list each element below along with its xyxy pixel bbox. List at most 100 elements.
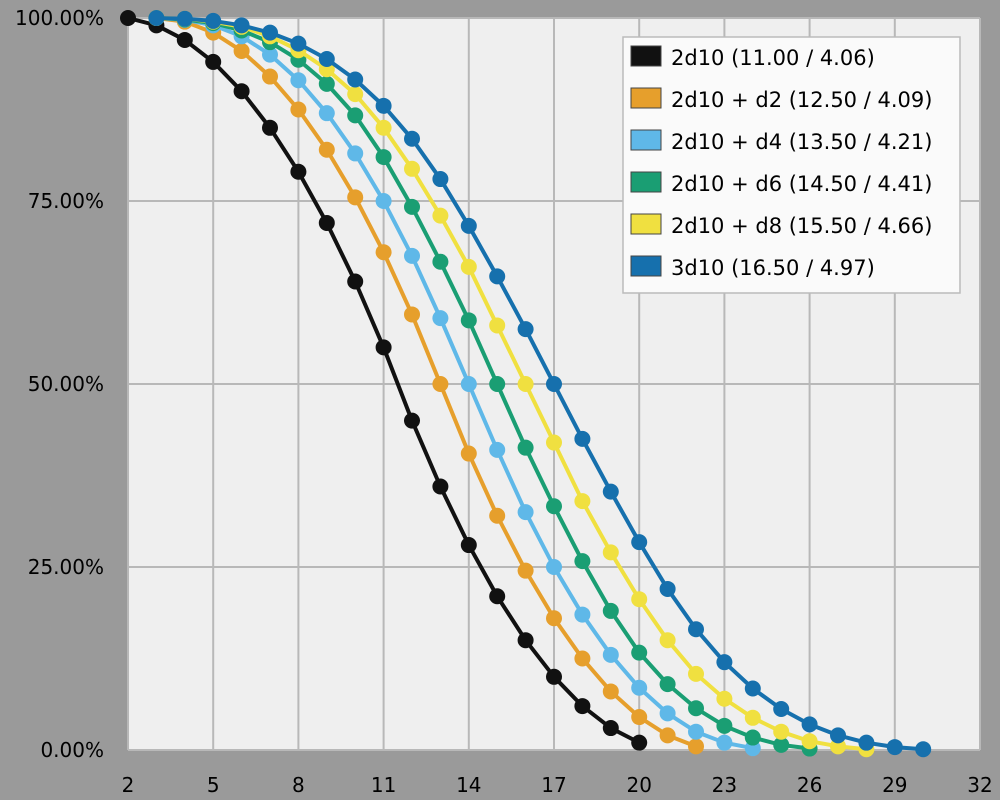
data-point (460, 445, 477, 462)
data-point (318, 141, 335, 158)
data-point (262, 46, 278, 63)
data-point (432, 253, 449, 270)
data-point (375, 119, 392, 136)
data-point (546, 668, 562, 685)
data-point (176, 31, 193, 48)
data-point (432, 310, 449, 327)
legend: 2d10 (11.00 / 4.06) 2d10 + d2 (12.50 / 4.… (622, 36, 961, 294)
data-point (404, 130, 420, 147)
data-point (574, 430, 591, 447)
data-point (404, 247, 420, 264)
data-point (659, 632, 676, 649)
data-point (489, 376, 506, 392)
data-point (602, 646, 619, 663)
data-point (744, 729, 761, 746)
data-point (375, 193, 392, 209)
data-point (318, 214, 335, 231)
data-point (602, 720, 619, 737)
data-point (546, 610, 562, 627)
data-point (262, 24, 278, 41)
y-tick-label: 100.00% (15, 6, 104, 30)
data-point (489, 441, 506, 458)
data-point (347, 71, 364, 88)
data-point (546, 376, 562, 392)
data-point (432, 171, 449, 188)
data-point (120, 10, 136, 26)
data-point (716, 717, 733, 734)
legend-swatch (630, 87, 662, 109)
data-point (489, 588, 506, 605)
x-tick-label: 29 (882, 773, 907, 797)
data-point (688, 665, 704, 682)
data-point (574, 553, 591, 570)
data-point (602, 602, 619, 619)
data-point (574, 698, 591, 715)
data-point (404, 306, 420, 323)
data-point (830, 738, 846, 755)
x-tick-label: 14 (456, 773, 481, 797)
legend-label: 2d10 + d2 (12.50 / 4.09) (671, 88, 932, 112)
data-point (460, 217, 477, 234)
data-point (375, 244, 392, 261)
data-point (688, 621, 704, 638)
data-point (262, 119, 278, 136)
data-point (233, 17, 250, 34)
data-point (517, 632, 534, 649)
data-point (716, 734, 733, 751)
data-point (404, 160, 420, 177)
data-point (546, 559, 562, 575)
data-point (375, 97, 392, 114)
data-point (688, 738, 704, 755)
data-point (290, 72, 307, 89)
data-point (432, 207, 449, 224)
series-line (156, 16, 924, 752)
legend-swatch (630, 171, 662, 193)
data-point (460, 376, 477, 392)
data-point (631, 644, 648, 661)
y-axis-tick-labels: 0.00% 25.00% 50.00% 75.00% 100.00% (15, 6, 104, 762)
y-tick-label: 25.00% (28, 555, 104, 579)
x-axis-tick-labels: 2 5 8 11 14 17 20 23 26 29 32 (122, 773, 993, 797)
data-point (773, 723, 790, 740)
data-point (631, 709, 648, 726)
legend-swatch (630, 213, 662, 235)
legend-swatch (630, 255, 662, 277)
data-point (318, 50, 335, 67)
x-tick-label: 8 (292, 773, 305, 797)
data-point (347, 107, 364, 124)
data-point (318, 75, 335, 92)
data-point (517, 562, 534, 579)
data-point (517, 321, 534, 338)
data-point (659, 676, 676, 693)
data-point (347, 273, 364, 290)
data-point (602, 483, 619, 500)
series-6 (148, 10, 932, 758)
data-point (290, 163, 307, 180)
data-point (375, 149, 392, 166)
data-point (744, 709, 761, 726)
data-point (517, 439, 534, 456)
data-point (460, 312, 477, 329)
data-point (148, 10, 165, 26)
data-point (404, 198, 420, 215)
data-point (830, 727, 846, 744)
data-point (262, 68, 278, 85)
legend-label: 2d10 + d8 (15.50 / 4.66) (671, 214, 932, 238)
data-point (602, 544, 619, 561)
x-tick-label: 26 (797, 773, 822, 797)
data-point (290, 35, 307, 52)
data-point (744, 680, 761, 697)
data-point (489, 317, 506, 334)
data-point (290, 101, 307, 118)
data-point (233, 42, 250, 59)
data-point (489, 507, 506, 524)
data-point (546, 498, 562, 515)
data-point (688, 700, 704, 717)
x-tick-label: 32 (967, 773, 992, 797)
legend-swatch (630, 129, 662, 151)
x-tick-label: 5 (207, 773, 220, 797)
data-point (404, 412, 420, 429)
legend-label: 2d10 + d4 (13.50 / 4.21) (671, 130, 932, 154)
series-1 (120, 10, 648, 751)
